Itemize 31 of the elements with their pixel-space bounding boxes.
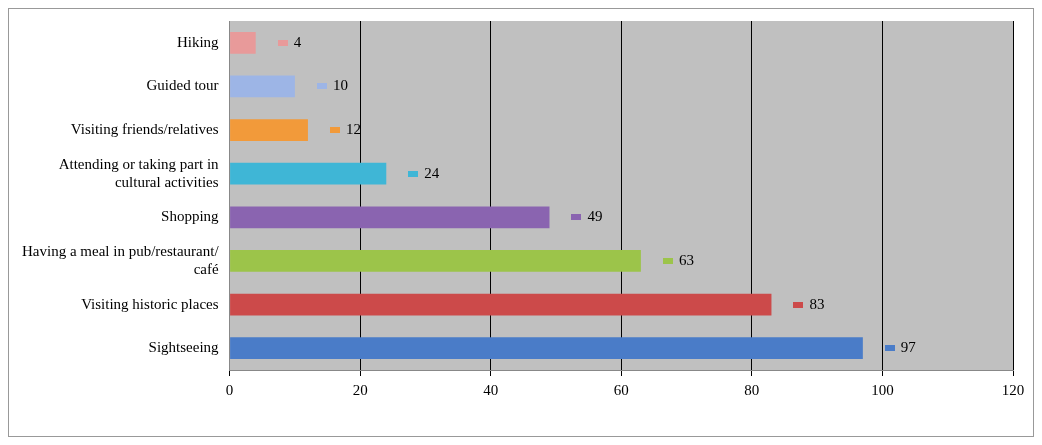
x-tick-label: 40 bbox=[483, 381, 499, 398]
data-label: 63 bbox=[678, 251, 694, 268]
data-label: 83 bbox=[809, 295, 825, 312]
bar bbox=[230, 206, 550, 229]
x-tick-label: 120 bbox=[1001, 381, 1025, 398]
data-label: 24 bbox=[424, 164, 440, 181]
data-label: 97 bbox=[900, 339, 917, 356]
y-tick-label: Visiting friends/relatives bbox=[70, 121, 219, 137]
bar bbox=[230, 119, 308, 141]
data-label: 12 bbox=[345, 121, 361, 137]
y-tick-label: Attending or taking part in cultural activities bbox=[58, 155, 220, 190]
x-tick-label: 80 bbox=[744, 381, 760, 398]
x-tick-label: 0 bbox=[225, 381, 234, 398]
bar bbox=[230, 75, 295, 98]
bar bbox=[230, 250, 641, 272]
y-tick-label: Guided tour bbox=[146, 77, 219, 94]
data-label: 4 bbox=[293, 33, 302, 50]
x-tick-label: 60 bbox=[613, 381, 629, 398]
y-tick-label: Sightseeing bbox=[148, 339, 220, 356]
y-tick-label: Having a meal in pub/restaurant/ café bbox=[21, 242, 220, 277]
bar bbox=[230, 162, 387, 185]
x-tick-label: 100 bbox=[871, 381, 894, 398]
x-tick-label: 20 bbox=[352, 381, 368, 398]
bar bbox=[230, 31, 256, 54]
data-label: 10 bbox=[332, 77, 348, 94]
data-label: 49 bbox=[587, 208, 603, 225]
bar bbox=[230, 337, 863, 360]
y-tick-label: Hiking bbox=[176, 33, 220, 50]
y-tick-label: Shopping bbox=[161, 208, 220, 225]
bar bbox=[230, 293, 772, 316]
y-tick-label: Visiting historic places bbox=[81, 295, 219, 312]
